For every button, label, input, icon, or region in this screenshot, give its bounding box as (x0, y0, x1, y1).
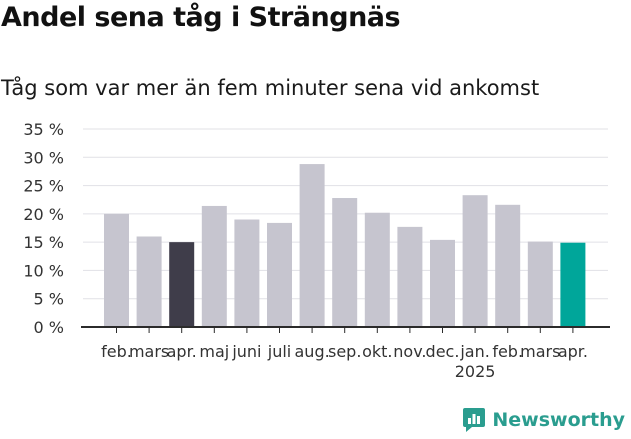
newsworthy-logo-icon (463, 408, 486, 432)
chart-subtitle: Tåg som var mer än fem minuter sena vid … (1, 76, 540, 100)
bar (495, 204, 521, 327)
bar (169, 242, 195, 327)
bar (234, 219, 260, 327)
bar (560, 242, 586, 327)
y-tick-label: 30 % (23, 148, 64, 167)
y-tick-label: 0 % (34, 318, 64, 337)
bar (104, 213, 129, 327)
y-tick-label: 35 % (23, 120, 64, 139)
bar (430, 239, 455, 327)
x-tick-label: juli (267, 342, 291, 361)
x-tick-label: maj (199, 342, 229, 361)
bar (136, 236, 162, 327)
bar (527, 241, 553, 327)
x-tick-label: nov. (393, 342, 426, 361)
chart-title: Andel sena tåg i Strängnäs (1, 2, 401, 33)
bars (104, 164, 586, 327)
bar (364, 212, 390, 327)
y-tick-label: 15 % (23, 233, 64, 252)
y-tick-label: 20 % (23, 205, 64, 224)
brand-name: Newsworthy (492, 409, 625, 431)
y-tick-label: 10 % (23, 261, 64, 280)
x-tick-label: dec. (426, 342, 460, 361)
bar (299, 164, 325, 327)
x-tick-label: aug. (295, 342, 330, 361)
y-axis-tick-labels: 0 % 5 % 10 % 15 % 20 % 25 % 30 % 35 % (23, 120, 64, 337)
x-tick-label: feb. (492, 342, 523, 361)
x-tick-label: apr. (167, 342, 197, 361)
bar (462, 195, 488, 327)
x-tick-label: apr. (558, 342, 588, 361)
x-tick-label: sep. (328, 342, 361, 361)
x-tick-label: juni (231, 342, 261, 361)
x-tick-label: okt. (362, 342, 392, 361)
x-tick-label: feb. (101, 342, 132, 361)
bar (201, 205, 227, 327)
bar (267, 222, 292, 327)
y-tick-label: 25 % (23, 177, 64, 196)
newsworthy-brand: Newsworthy (462, 405, 625, 435)
x-axis (81, 326, 610, 333)
x-tick-label: jan. (459, 342, 489, 361)
year-label: 2025 (455, 362, 496, 381)
bar (332, 198, 358, 327)
y-tick-label: 5 % (34, 290, 64, 309)
bar (397, 226, 423, 327)
x-tick-label: mars (129, 342, 169, 361)
x-tick-label: mars (520, 342, 560, 361)
